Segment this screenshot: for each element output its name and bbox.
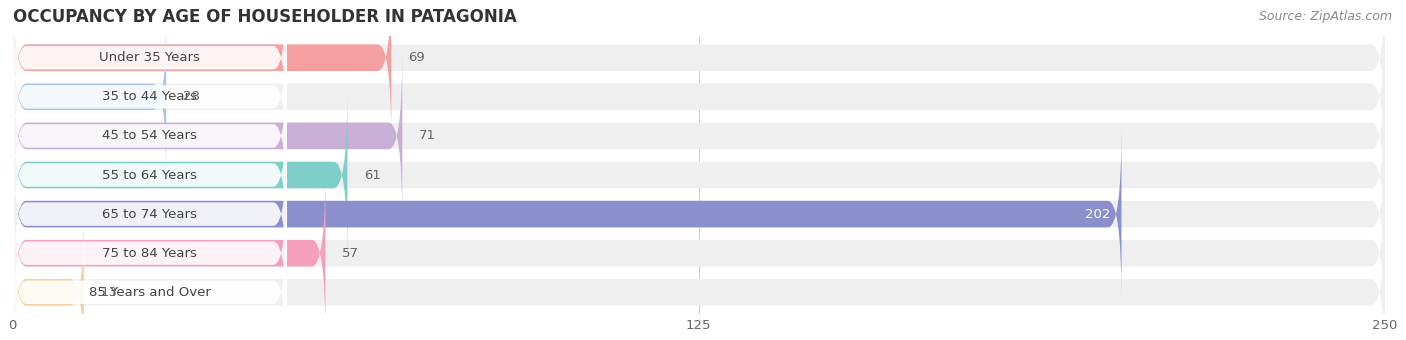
FancyBboxPatch shape	[13, 130, 1385, 299]
Text: Source: ZipAtlas.com: Source: ZipAtlas.com	[1258, 10, 1392, 23]
FancyBboxPatch shape	[13, 0, 287, 144]
Text: 57: 57	[342, 247, 359, 260]
FancyBboxPatch shape	[13, 206, 287, 340]
Text: 61: 61	[364, 169, 381, 182]
Text: 69: 69	[408, 51, 425, 64]
FancyBboxPatch shape	[13, 128, 287, 300]
FancyBboxPatch shape	[13, 90, 347, 259]
Text: OCCUPANCY BY AGE OF HOUSEHOLDER IN PATAGONIA: OCCUPANCY BY AGE OF HOUSEHOLDER IN PATAG…	[13, 8, 516, 26]
FancyBboxPatch shape	[13, 90, 1385, 259]
Text: 202: 202	[1085, 208, 1111, 221]
FancyBboxPatch shape	[13, 50, 287, 222]
FancyBboxPatch shape	[13, 11, 287, 183]
FancyBboxPatch shape	[13, 51, 402, 220]
FancyBboxPatch shape	[13, 167, 287, 339]
Text: 35 to 44 Years: 35 to 44 Years	[103, 90, 197, 103]
Text: Under 35 Years: Under 35 Years	[100, 51, 200, 64]
FancyBboxPatch shape	[13, 208, 1385, 340]
FancyBboxPatch shape	[13, 208, 84, 340]
FancyBboxPatch shape	[13, 169, 1385, 338]
Text: 85 Years and Over: 85 Years and Over	[89, 286, 211, 299]
Text: 75 to 84 Years: 75 to 84 Years	[103, 247, 197, 260]
FancyBboxPatch shape	[13, 12, 1385, 181]
Text: 55 to 64 Years: 55 to 64 Years	[103, 169, 197, 182]
FancyBboxPatch shape	[13, 12, 166, 181]
FancyBboxPatch shape	[13, 169, 325, 338]
Text: 28: 28	[183, 90, 200, 103]
FancyBboxPatch shape	[13, 130, 1122, 299]
Text: 65 to 74 Years: 65 to 74 Years	[103, 208, 197, 221]
FancyBboxPatch shape	[13, 0, 1385, 142]
Text: 45 to 54 Years: 45 to 54 Years	[103, 130, 197, 142]
Text: 71: 71	[419, 130, 436, 142]
Text: 13: 13	[100, 286, 117, 299]
FancyBboxPatch shape	[13, 51, 1385, 220]
FancyBboxPatch shape	[13, 0, 391, 142]
FancyBboxPatch shape	[13, 89, 287, 261]
